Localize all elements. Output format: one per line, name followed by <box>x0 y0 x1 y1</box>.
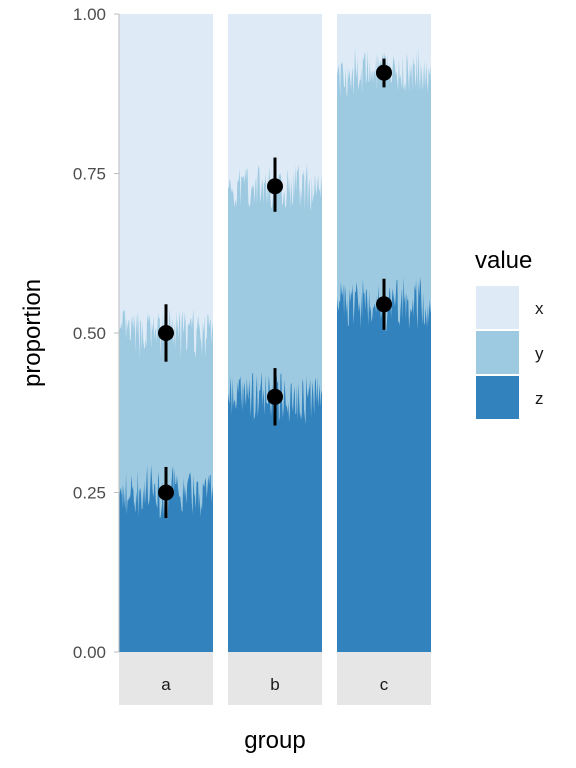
legend-key-x <box>476 286 519 329</box>
y-tick-label: 1.00 <box>73 5 106 24</box>
data-point <box>267 388 283 405</box>
facet-strip-c <box>337 652 431 705</box>
legend-label: z <box>535 389 544 408</box>
y-tick-labels: 0.00 0.25 0.50 0.75 1.00 <box>73 5 106 662</box>
legend-title: value <box>475 247 532 274</box>
data-point <box>267 178 283 195</box>
data-point <box>376 64 392 81</box>
y-tick-label: 0.50 <box>73 324 106 343</box>
facet-strip-b <box>228 652 322 705</box>
y-tick-label: 0.00 <box>73 643 106 662</box>
legend: value x y z <box>475 247 544 419</box>
panel-c <box>337 14 431 653</box>
facet-strip-a <box>119 652 213 705</box>
facet-label: a <box>161 675 171 694</box>
x-axis-title: group <box>244 727 305 754</box>
y-tick-label: 0.25 <box>73 484 106 503</box>
bar-segment-z <box>228 371 322 652</box>
y-tick-label: 0.75 <box>73 165 106 184</box>
data-point <box>158 325 174 341</box>
data-point <box>376 296 392 313</box>
data-point <box>158 484 174 501</box>
legend-key-z <box>476 376 519 419</box>
y-axis-title: proportion <box>19 279 46 387</box>
facet-label: b <box>270 675 279 694</box>
panel-b <box>228 14 322 652</box>
legend-label: x <box>535 299 544 318</box>
points <box>158 58 392 519</box>
bar-segment-z <box>119 464 213 652</box>
facet-label: c <box>380 675 389 694</box>
panels <box>119 14 431 653</box>
legend-label: y <box>535 344 544 363</box>
facet-strips: a b c <box>119 652 431 705</box>
bar-segment-z <box>337 275 431 652</box>
y-axis <box>114 13 120 653</box>
legend-key-y <box>476 331 519 374</box>
